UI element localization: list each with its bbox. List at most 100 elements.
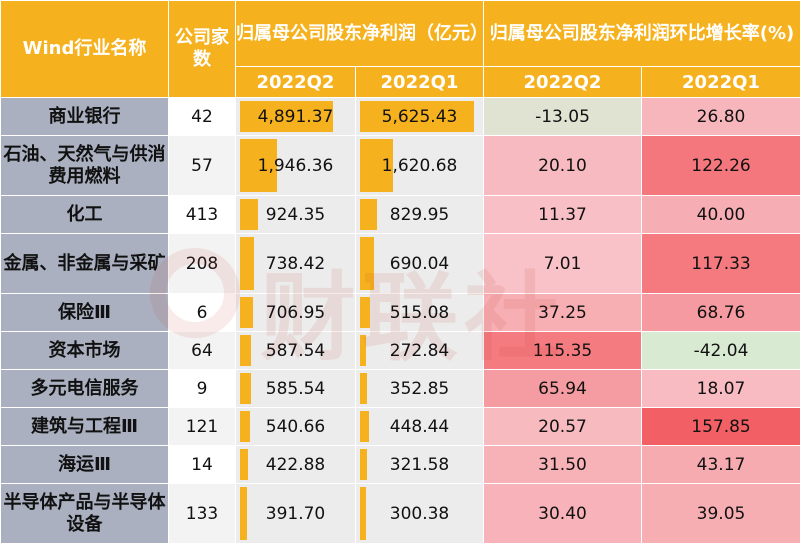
profit-q1-cell: 829.95 xyxy=(355,195,484,234)
profit-data-bar xyxy=(240,449,249,480)
header-industry: Wind行业名称 xyxy=(0,0,169,98)
growth-q1-cell: 122.26 xyxy=(641,135,800,196)
industry-name-cell: 资本市场 xyxy=(0,331,169,370)
profit-data-bar xyxy=(240,139,278,192)
profit-q1-cell: 690.04 xyxy=(355,233,484,294)
profit-value: 924.35 xyxy=(265,204,326,225)
profit-data-bar xyxy=(240,487,248,540)
profit-q1-cell: 300.38 xyxy=(355,483,484,544)
profit-q2-cell: 1,946.36 xyxy=(235,135,356,196)
profit-q2-cell: 706.95 xyxy=(235,293,356,332)
table-row: 建筑与工程Ⅲ 121 540.66 448.44 20.57 157.85 xyxy=(0,407,800,446)
table-row: 半导体产品与半导体设备 133 391.70 300.38 30.40 39.05 xyxy=(0,483,800,544)
industry-name-cell: 金属、非金属与采矿 xyxy=(0,233,169,294)
profit-q2-cell: 422.88 xyxy=(235,445,356,484)
profit-value: 352.85 xyxy=(389,378,450,399)
profit-q2-cell: 540.66 xyxy=(235,407,356,446)
profit-q1-cell: 321.58 xyxy=(355,445,484,484)
company-count-cell: 121 xyxy=(168,407,236,446)
growth-q2-cell: -13.05 xyxy=(483,97,642,136)
profit-value: 515.08 xyxy=(389,302,450,323)
table-row: 商业银行 42 4,891.37 5,625.43 -13.05 26.80 xyxy=(0,97,800,136)
industry-name-cell: 保险Ⅲ xyxy=(0,293,169,332)
company-count-cell: 208 xyxy=(168,233,236,294)
growth-q2-cell: 115.35 xyxy=(483,331,642,370)
profit-q2-cell: 738.42 xyxy=(235,233,356,294)
company-count-cell: 14 xyxy=(168,445,236,484)
growth-q2-cell: 65.94 xyxy=(483,369,642,408)
company-count-cell: 42 xyxy=(168,97,236,136)
growth-q1-cell: 43.17 xyxy=(641,445,800,484)
company-count-cell: 57 xyxy=(168,135,236,196)
profit-value: 829.95 xyxy=(389,204,450,225)
header-period-growth-q2: 2022Q2 xyxy=(483,66,642,98)
table-row: 化工 413 924.35 829.95 11.37 40.00 xyxy=(0,195,800,234)
profit-value: 1,946.36 xyxy=(257,155,334,176)
header-profit-group: 归属母公司股东净利润（亿元） xyxy=(235,0,484,67)
profit-value: 706.95 xyxy=(265,302,326,323)
growth-q2-cell: 30.40 xyxy=(483,483,642,544)
profit-data-bar xyxy=(360,373,368,404)
growth-q1-cell: 68.76 xyxy=(641,293,800,332)
table-row: 资本市场 64 587.54 272.84 115.35 -42.04 xyxy=(0,331,800,370)
profit-value: 391.70 xyxy=(265,503,326,524)
company-count-cell: 9 xyxy=(168,369,236,408)
growth-q2-cell: 7.01 xyxy=(483,233,642,294)
growth-q2-cell: 11.37 xyxy=(483,195,642,234)
profit-q2-cell: 585.54 xyxy=(235,369,356,408)
profit-data-bar xyxy=(240,237,255,290)
company-count-cell: 64 xyxy=(168,331,236,370)
profit-value: 587.54 xyxy=(265,340,326,361)
profit-value: 321.58 xyxy=(389,454,450,475)
profit-data-bar xyxy=(360,449,367,480)
profit-data-bar xyxy=(360,237,375,290)
profit-data-bar xyxy=(360,139,393,192)
industry-name-cell: 石油、天然气与供消费用燃料 xyxy=(0,135,169,196)
profit-data-bar xyxy=(240,411,251,442)
profit-data-bar xyxy=(360,335,366,366)
profit-data-bar xyxy=(360,487,367,540)
profit-data-bar xyxy=(360,297,371,328)
industry-name-cell: 海运Ⅲ xyxy=(0,445,169,484)
profit-q1-cell: 352.85 xyxy=(355,369,484,408)
profit-q2-cell: 924.35 xyxy=(235,195,356,234)
company-count-cell: 133 xyxy=(168,483,236,544)
growth-q1-cell: 18.07 xyxy=(641,369,800,408)
growth-q1-cell: 117.33 xyxy=(641,233,800,294)
industry-name-cell: 多元电信服务 xyxy=(0,369,169,408)
profit-value: 540.66 xyxy=(265,416,326,437)
profit-data-bar xyxy=(240,373,252,404)
company-count-cell: 6 xyxy=(168,293,236,332)
profit-q1-cell: 515.08 xyxy=(355,293,484,332)
table-row: 金属、非金属与采矿 208 738.42 690.04 7.01 117.33 xyxy=(0,233,800,294)
growth-q2-cell: 20.57 xyxy=(483,407,642,446)
profit-value: 738.42 xyxy=(265,253,326,274)
profit-q1-cell: 1,620.68 xyxy=(355,135,484,196)
profit-value: 448.44 xyxy=(389,416,450,437)
header-period-profit-q2: 2022Q2 xyxy=(235,66,356,98)
header-period-growth-q1: 2022Q1 xyxy=(641,66,800,98)
profit-data-bar xyxy=(360,101,475,132)
table-row: 保险Ⅲ 6 706.95 515.08 37.25 68.76 xyxy=(0,293,800,332)
table-row: 多元电信服务 9 585.54 352.85 65.94 18.07 xyxy=(0,369,800,408)
profit-data-bar xyxy=(240,335,252,366)
company-count-cell: 413 xyxy=(168,195,236,234)
header-period-profit-q1: 2022Q1 xyxy=(355,66,484,98)
profit-q2-cell: 391.70 xyxy=(235,483,356,544)
table-row: 海运Ⅲ 14 422.88 321.58 31.50 43.17 xyxy=(0,445,800,484)
profit-data-bar xyxy=(360,411,370,442)
profit-q1-cell: 5,625.43 xyxy=(355,97,484,136)
growth-q2-cell: 37.25 xyxy=(483,293,642,332)
industry-name-cell: 半导体产品与半导体设备 xyxy=(0,483,169,544)
growth-q1-cell: 40.00 xyxy=(641,195,800,234)
profit-value: 272.84 xyxy=(389,340,450,361)
industry-name-cell: 商业银行 xyxy=(0,97,169,136)
profit-value: 690.04 xyxy=(389,253,450,274)
industry-name-cell: 建筑与工程Ⅲ xyxy=(0,407,169,446)
header-count: 公司家数 xyxy=(168,0,236,98)
header-growth-group: 归属母公司股东净利润环比增长率(%) xyxy=(483,0,800,67)
profit-q2-cell: 4,891.37 xyxy=(235,97,356,136)
profit-value: 5,625.43 xyxy=(381,106,458,127)
profit-value: 585.54 xyxy=(265,378,326,399)
profit-data-bar xyxy=(360,199,377,230)
